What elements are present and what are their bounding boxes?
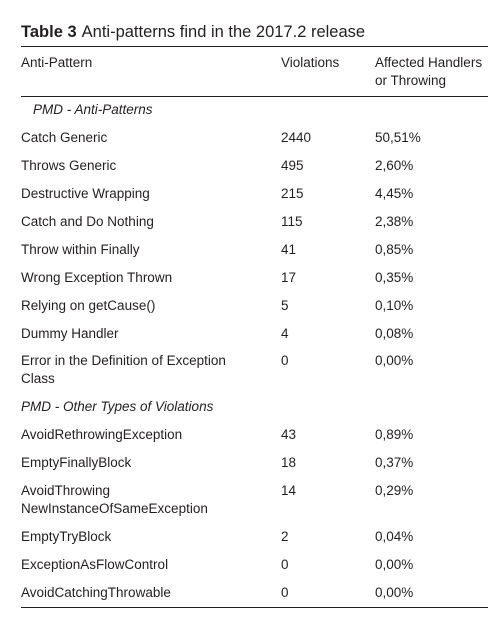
row-name-line1: Error in the Definition of Exception <box>21 353 226 368</box>
row-affected: 0,04% <box>375 529 414 544</box>
row-affected: 50,51% <box>375 130 421 145</box>
row-affected: 0,08% <box>375 326 414 341</box>
header-affected-line2: or Throwing <box>375 73 447 88</box>
row-affected: 0,00% <box>375 585 414 600</box>
row-affected: 4,45% <box>375 186 414 201</box>
row-name: EmptyFinallyBlock <box>21 455 132 470</box>
row-violations: 2 <box>281 529 289 544</box>
row-violations: 18 <box>281 455 297 470</box>
row-affected: 0,00% <box>375 557 414 572</box>
row-violations: 215 <box>281 186 304 201</box>
bottom-rule <box>21 607 488 608</box>
row-violations: 0 <box>281 585 289 600</box>
row-violations: 495 <box>281 158 304 173</box>
row-violations: 43 <box>281 427 297 442</box>
table-caption: Table 3 Anti-patterns find in the 2017.2 … <box>21 22 365 42</box>
row-affected: 0,89% <box>375 427 414 442</box>
row-affected: 0,29% <box>375 483 414 498</box>
row-affected: 2,60% <box>375 158 414 173</box>
row-name: ExceptionAsFlowControl <box>21 557 169 572</box>
row-violations: 17 <box>281 270 297 285</box>
row-name-line2: NewInstanceOfSameException <box>21 501 208 516</box>
header-anti-pattern: Anti-Pattern <box>21 55 93 70</box>
header-rule <box>21 96 488 97</box>
row-name: Wrong Exception Thrown <box>21 270 173 285</box>
row-violations: 4 <box>281 326 289 341</box>
row-name: Catch and Do Nothing <box>21 214 154 229</box>
row-name: Catch Generic <box>21 130 108 145</box>
row-name: Throws Generic <box>21 158 117 173</box>
row-violations: 0 <box>281 557 289 572</box>
row-name-line1: AvoidThrowing <box>21 483 111 498</box>
row-name: AvoidThrowing NewInstanceOfSameException <box>21 482 261 518</box>
section-pmd-other-violations: PMD - Other Types of Violations <box>21 399 214 414</box>
top-rule <box>21 46 488 47</box>
header-violations: Violations <box>281 55 340 70</box>
row-affected: 0,10% <box>375 298 414 313</box>
row-name: EmptyTryBlock <box>21 529 112 544</box>
row-name: Destructive Wrapping <box>21 186 150 201</box>
row-affected: 0,37% <box>375 455 414 470</box>
row-violations: 5 <box>281 298 289 313</box>
caption-text: Anti-patterns find in the 2017.2 release <box>81 23 366 41</box>
row-name: Relying on getCause() <box>21 298 156 313</box>
row-name: Dummy Handler <box>21 326 119 341</box>
row-name: Throw within Finally <box>21 242 140 257</box>
row-affected: 2,38% <box>375 214 414 229</box>
row-name: AvoidCatchingThrowable <box>21 585 171 600</box>
row-violations: 0 <box>281 353 289 368</box>
row-affected: 0,35% <box>375 270 414 285</box>
row-name: Error in the Definition of Exception Cla… <box>21 352 261 388</box>
row-violations: 41 <box>281 242 297 257</box>
row-violations: 115 <box>281 214 303 229</box>
header-affected-line1: Affected Handlers <box>375 55 483 70</box>
caption-label: Table 3 <box>21 23 77 41</box>
row-name: AvoidRethrowingException <box>21 427 183 442</box>
row-violations: 14 <box>281 483 297 498</box>
row-violations: 2440 <box>281 130 312 145</box>
row-affected: 0,00% <box>375 353 414 368</box>
header-affected: Affected Handlers or Throwing <box>375 54 495 90</box>
section-pmd-anti-patterns: PMD - Anti-Patterns <box>33 102 153 117</box>
row-name-line2: Class <box>21 371 55 386</box>
row-affected: 0,85% <box>375 242 414 257</box>
